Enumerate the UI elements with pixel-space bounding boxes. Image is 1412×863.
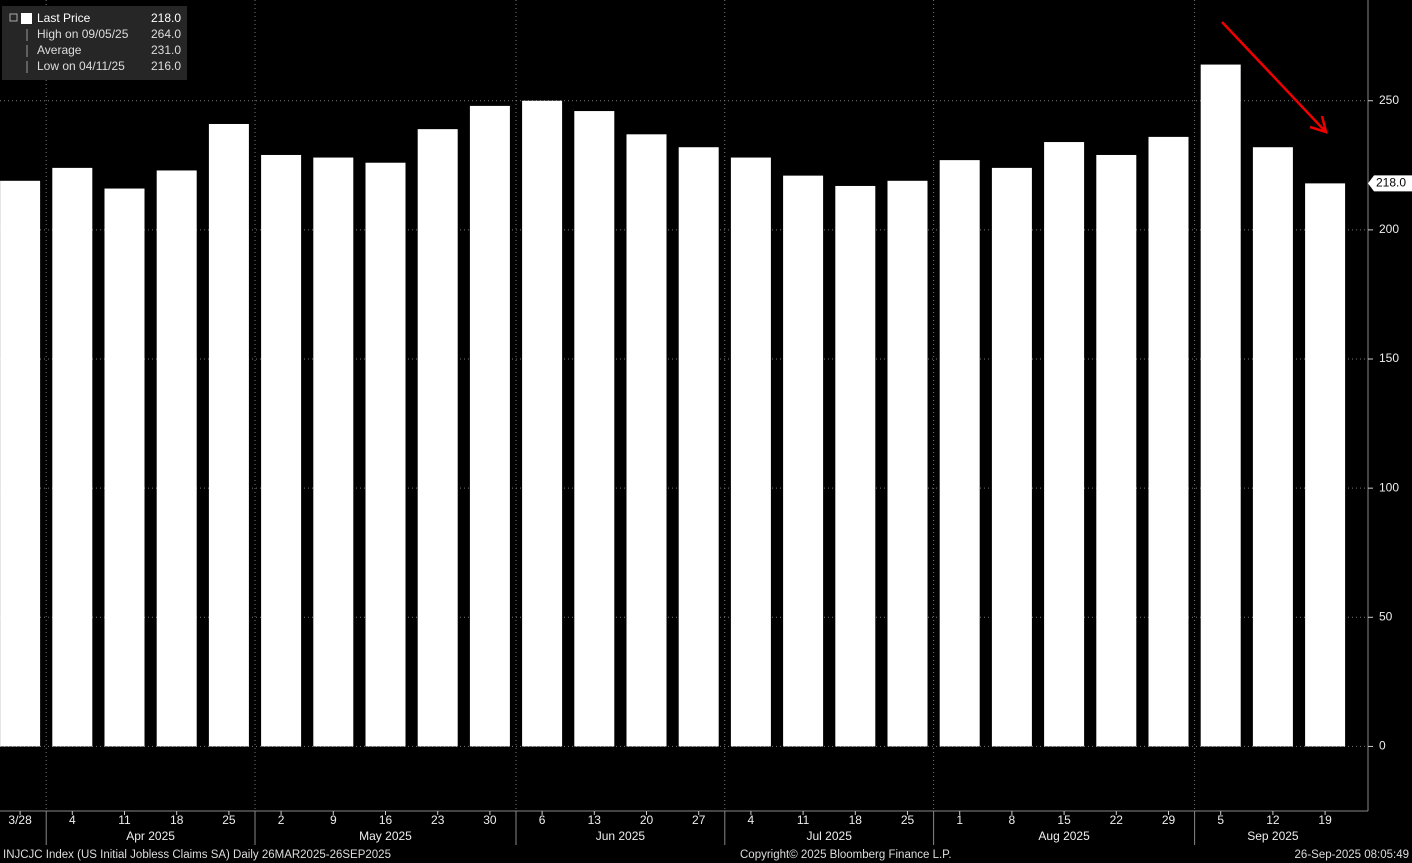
- bar: [1200, 64, 1241, 747]
- x-tick-label: 15: [1057, 813, 1071, 827]
- x-tick-label: 6: [539, 813, 546, 827]
- bar: [208, 123, 249, 747]
- bar: [417, 129, 458, 747]
- legend-box: [2, 6, 187, 80]
- month-label: Jul 2025: [807, 829, 853, 843]
- bar: [156, 170, 197, 747]
- x-tick-label: 29: [1162, 813, 1176, 827]
- bar: [1252, 147, 1293, 747]
- x-tick-label: 18: [849, 813, 863, 827]
- x-tick-label: 20: [640, 813, 654, 827]
- y-tick-label: 0: [1379, 739, 1386, 753]
- x-tick-label: 27: [692, 813, 706, 827]
- month-label: May 2025: [359, 829, 412, 843]
- x-tick-label: 25: [901, 813, 915, 827]
- x-tick-label: 4: [69, 813, 76, 827]
- x-tick-label: 3/28: [8, 813, 32, 827]
- x-tick-label: 4: [748, 813, 755, 827]
- bar: [574, 111, 615, 747]
- x-tick-label: 23: [431, 813, 445, 827]
- bar: [52, 167, 93, 747]
- legend-label: High on 09/05/25: [37, 27, 129, 41]
- bar: [730, 157, 771, 747]
- x-tick-label: 25: [222, 813, 236, 827]
- y-tick-label: 200: [1379, 222, 1399, 236]
- bar: [1096, 154, 1137, 747]
- bar: [783, 175, 824, 747]
- month-label: Apr 2025: [126, 829, 175, 843]
- bar: [365, 162, 406, 747]
- bar: [469, 105, 510, 747]
- bar: [991, 167, 1032, 747]
- legend-label: Last Price: [37, 11, 91, 25]
- x-tick-label: 30: [483, 813, 497, 827]
- bar: [939, 160, 980, 747]
- x-tick-label: 18: [170, 813, 184, 827]
- legend-swatch: [21, 13, 32, 24]
- x-tick-label: 2: [278, 813, 285, 827]
- bar: [887, 180, 928, 747]
- bar: [1148, 136, 1189, 747]
- month-label: Aug 2025: [1038, 829, 1090, 843]
- x-tick-label: 16: [379, 813, 393, 827]
- annotation-arrow: [1221, 21, 1325, 131]
- bar: [1305, 183, 1346, 747]
- bar: [0, 180, 41, 747]
- bar: [261, 154, 302, 747]
- y-tick-label: 100: [1379, 480, 1399, 494]
- footer-center: Copyright© 2025 Bloomberg Finance L.P.: [740, 849, 952, 861]
- legend-label: Low on 04/11/25: [37, 59, 125, 73]
- x-tick-label: 12: [1266, 813, 1280, 827]
- y-tick-label: 250: [1379, 93, 1399, 107]
- last-value-tag: [1368, 175, 1412, 192]
- last-value-label: 218.0: [1376, 176, 1406, 190]
- legend-value: 264.0: [151, 27, 181, 41]
- legend-value: 216.0: [151, 59, 181, 73]
- x-tick-label: 11: [797, 813, 810, 827]
- legend-value: 231.0: [151, 43, 181, 57]
- footer-right: 26-Sep-2025 08:05:49: [1295, 849, 1409, 861]
- bar: [626, 134, 667, 747]
- month-label: Jun 2025: [596, 829, 646, 843]
- y-tick-label: 150: [1379, 351, 1399, 365]
- bar: [313, 157, 354, 747]
- x-tick-label: 19: [1318, 813, 1332, 827]
- x-tick-label: 11: [118, 813, 131, 827]
- x-tick-label: 8: [1009, 813, 1016, 827]
- bar: [104, 188, 145, 747]
- x-tick-label: 5: [1217, 813, 1224, 827]
- legend-label: Average: [37, 43, 82, 57]
- x-tick-label: 13: [588, 813, 602, 827]
- footer-left: INJCJC Index (US Initial Jobless Claims …: [3, 849, 391, 861]
- x-tick-label: 1: [956, 813, 963, 827]
- x-tick-label: 22: [1110, 813, 1124, 827]
- x-tick-label: 9: [330, 813, 337, 827]
- legend-collapse-icon: [9, 13, 18, 22]
- annotation-arrow-head: [1309, 115, 1328, 134]
- bar: [1044, 142, 1085, 747]
- month-label: Sep 2025: [1247, 829, 1299, 843]
- y-tick-label: 50: [1379, 609, 1393, 623]
- bar: [522, 100, 563, 747]
- legend-value: 218.0: [151, 11, 181, 25]
- bar: [835, 185, 876, 747]
- bar: [678, 147, 719, 747]
